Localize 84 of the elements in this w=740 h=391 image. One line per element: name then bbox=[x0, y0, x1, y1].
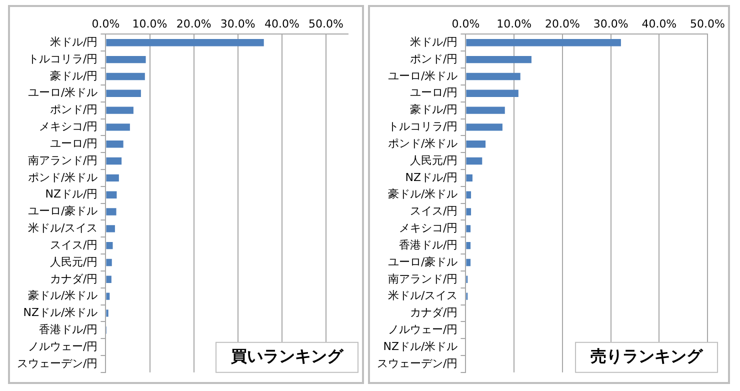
y-tick-label: ユーロ/米ドル bbox=[388, 69, 458, 82]
x-tick-label: 30.0% bbox=[220, 17, 256, 30]
bar bbox=[466, 174, 472, 182]
bar bbox=[106, 174, 119, 182]
y-tick-label: メキシコ/円 bbox=[38, 120, 98, 134]
bar bbox=[466, 106, 505, 114]
y-tick-label: スイス/円 bbox=[50, 238, 98, 252]
bar bbox=[466, 242, 471, 250]
x-tick-label: 0.0% bbox=[452, 17, 480, 30]
bar bbox=[106, 106, 134, 114]
x-tick-label: 20.0% bbox=[544, 17, 580, 30]
bar bbox=[106, 124, 130, 131]
y-tick-label: 米ドル/円 bbox=[50, 36, 98, 49]
y-tick-label: トルコリラ/円 bbox=[388, 120, 458, 134]
y-tick-label: NZドル/円 bbox=[405, 170, 458, 184]
y-tick-label: 南アランド/円 bbox=[388, 272, 458, 286]
bar bbox=[106, 276, 112, 283]
y-tick-label: スウェーデン/円 bbox=[16, 356, 98, 370]
y-tick-label: 人民元/円 bbox=[410, 154, 458, 167]
y-tick-label: カナダ/円 bbox=[50, 272, 98, 286]
y-tick-label: スウェーデン/円 bbox=[376, 356, 458, 370]
y-tick-label: 豪ドル/米ドル bbox=[28, 289, 98, 302]
y-tick-label: トルコリラ/円 bbox=[28, 52, 98, 66]
bar bbox=[466, 90, 518, 97]
x-tick-label: 20.0% bbox=[176, 17, 212, 30]
bar bbox=[466, 191, 472, 198]
y-tick-label: NZドル/米ドル bbox=[23, 306, 98, 320]
bar bbox=[466, 72, 520, 80]
x-tick-label: 0.0% bbox=[92, 17, 120, 30]
y-tick-label: NZドル/米ドル bbox=[383, 340, 458, 353]
y-tick-label: 香港ドル/円 bbox=[38, 322, 98, 336]
y-tick-label: 米ドル/スイス bbox=[28, 222, 98, 235]
bar bbox=[106, 140, 124, 148]
bar bbox=[466, 157, 482, 165]
y-tick-label: ユーロ/円 bbox=[50, 136, 98, 150]
bar bbox=[466, 140, 486, 148]
y-tick-label: ノルウェー/円 bbox=[388, 322, 458, 336]
y-tick-label: 香港ドル/円 bbox=[398, 238, 458, 252]
y-tick-label: 南アランド/円 bbox=[28, 154, 98, 167]
y-tick-label: カナダ/円 bbox=[410, 306, 458, 320]
y-tick-label: 米ドル/円 bbox=[410, 36, 458, 49]
y-tick-label: 豪ドル/円 bbox=[410, 103, 458, 116]
bar bbox=[106, 90, 141, 97]
text: 売りランキング bbox=[590, 346, 704, 366]
x-tick-label: 40.0% bbox=[264, 17, 300, 30]
y-tick-label: ユーロ/豪ドル bbox=[388, 255, 458, 268]
x-tick-label: 50.0% bbox=[690, 17, 726, 30]
bar bbox=[106, 39, 264, 46]
y-tick-label: スイス/円 bbox=[410, 204, 458, 218]
bar bbox=[106, 242, 113, 250]
y-tick-label: ポンド/円 bbox=[50, 103, 98, 116]
bar bbox=[466, 208, 472, 216]
bar bbox=[466, 39, 621, 46]
bar bbox=[106, 157, 122, 165]
bar bbox=[106, 258, 112, 266]
y-tick-label: ポンド/米ドル bbox=[28, 170, 98, 184]
bar bbox=[466, 225, 471, 232]
y-tick-label: 豪ドル/円 bbox=[50, 69, 98, 82]
bar bbox=[466, 56, 532, 64]
bar bbox=[106, 292, 110, 300]
bar bbox=[466, 258, 471, 266]
y-tick-label: 豪ドル/米ドル bbox=[388, 188, 458, 201]
bar bbox=[106, 72, 145, 80]
x-tick-label: 10.0% bbox=[496, 17, 532, 30]
y-tick-label: メキシコ/円 bbox=[398, 222, 458, 235]
x-tick-label: 30.0% bbox=[593, 17, 628, 30]
y-tick-label: ユーロ/円 bbox=[410, 86, 458, 100]
bar bbox=[466, 124, 502, 131]
text: 買いランキング bbox=[230, 346, 344, 366]
y-tick-label: 人民元/円 bbox=[50, 255, 98, 268]
y-tick-label: NZドル/円 bbox=[45, 188, 98, 201]
x-tick-label: 50.0% bbox=[308, 17, 344, 30]
bar bbox=[106, 191, 117, 198]
x-tick-label: 40.0% bbox=[642, 17, 677, 30]
y-tick-label: ユーロ/米ドル bbox=[28, 86, 98, 100]
bar bbox=[106, 208, 116, 216]
y-tick-label: 米ドル/スイス bbox=[388, 289, 458, 302]
y-tick-label: ポンド/米ドル bbox=[388, 136, 458, 150]
y-tick-label: ユーロ/豪ドル bbox=[28, 204, 98, 218]
y-tick-label: ノルウェー/円 bbox=[28, 340, 98, 353]
bar bbox=[106, 225, 115, 232]
x-tick-label: 10.0% bbox=[132, 17, 168, 30]
bar bbox=[106, 56, 146, 64]
y-tick-label: ポンド/円 bbox=[410, 52, 458, 66]
